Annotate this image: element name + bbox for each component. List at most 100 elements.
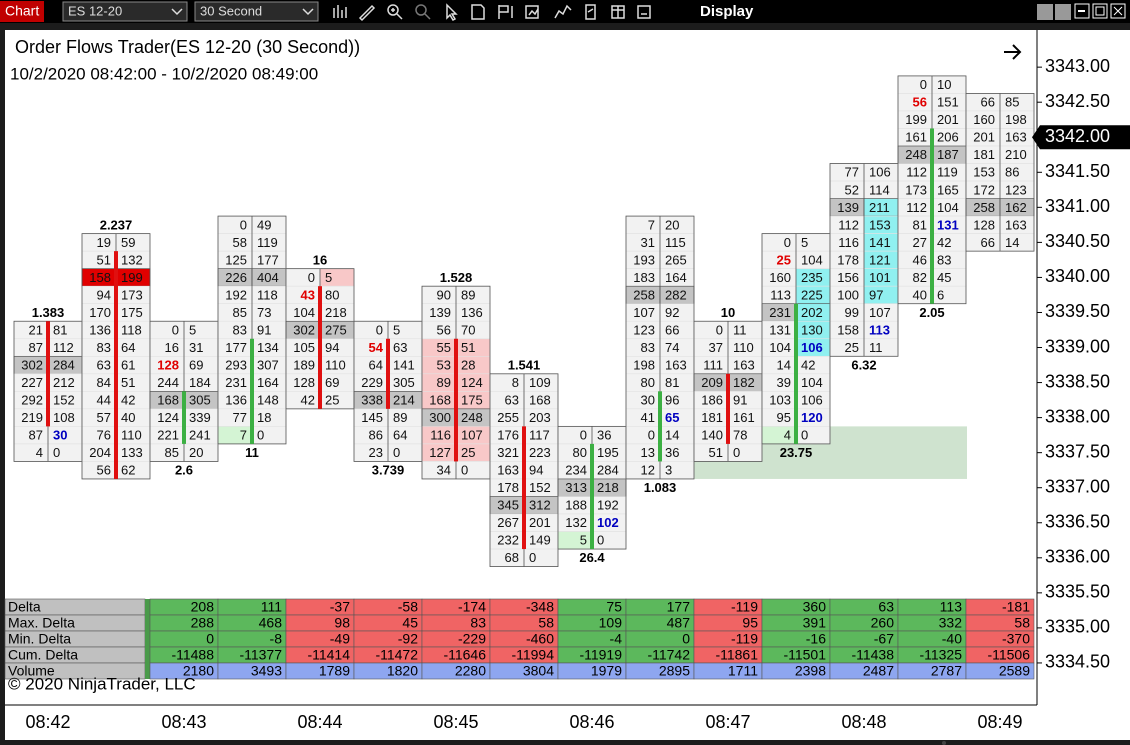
table-value: 98	[334, 615, 350, 631]
bid-volume: 55	[437, 340, 451, 355]
window-buttons[interactable]	[1037, 3, 1126, 20]
bar-ratio: 11	[245, 445, 259, 460]
stats-table: Delta 208 111 -37 -58 -174 -348 75 177 -119 360 63 1…	[4, 598, 1035, 680]
bid-volume: 87	[29, 340, 43, 355]
bid-volume: 204	[89, 445, 111, 460]
bid-volume: 85	[233, 305, 247, 320]
x-tick-label: 08:48	[841, 712, 886, 732]
table-value: -348	[526, 599, 554, 615]
chart-tab[interactable]	[0, 1, 44, 22]
ask-volume: 96	[665, 393, 679, 408]
bid-volume: 168	[157, 393, 179, 408]
bid-volume: 255	[497, 410, 519, 425]
ask-volume: 64	[393, 428, 407, 443]
y-tick-label: 3334.50	[1045, 652, 1110, 672]
ask-volume: 66	[665, 322, 679, 337]
table-value: -49	[330, 631, 350, 647]
bid-volume: 221	[157, 428, 179, 443]
bid-volume: 112	[838, 217, 859, 232]
bid-volume: 153	[973, 165, 995, 180]
ask-volume: 214	[393, 393, 415, 408]
bid-volume: 0	[240, 217, 247, 232]
y-tick-label: 3338.50	[1045, 371, 1110, 391]
ask-volume: 119	[257, 235, 278, 250]
chart-tab-label[interactable]: Chart	[5, 3, 39, 19]
bid-volume: 23	[369, 445, 383, 460]
bid-volume: 113	[770, 287, 791, 302]
ask-volume: 42	[801, 357, 815, 372]
bid-volume: 232	[497, 533, 519, 548]
bid-volume: 127	[429, 445, 451, 460]
resize-grip	[942, 741, 946, 745]
y-tick-label: 3342.50	[1045, 91, 1110, 111]
ask-volume: 89	[393, 410, 407, 425]
instrument-label[interactable]: ES 12-20	[68, 3, 122, 18]
bid-volume: 94	[97, 287, 111, 302]
scroll-arrow[interactable]	[1004, 44, 1022, 60]
display-menu[interactable]: Display	[700, 3, 754, 20]
bid-volume: 80	[641, 375, 655, 390]
bid-volume: 158	[89, 270, 111, 285]
table-value: -40	[942, 631, 962, 647]
interval-label[interactable]: 30 Second	[200, 3, 262, 18]
table-value: 58	[1014, 615, 1030, 631]
x-tick-label: 08:42	[25, 712, 70, 732]
ask-volume: 6	[937, 287, 944, 302]
ask-volume: 149	[529, 533, 551, 548]
bid-volume: 58	[233, 235, 247, 250]
bid-volume: 123	[633, 322, 655, 337]
bid-volume: 161	[905, 130, 927, 145]
bid-volume: 302	[293, 322, 315, 337]
ask-volume: 115	[665, 235, 686, 250]
bar-ratio: 23.75	[780, 445, 813, 460]
candle-body	[182, 391, 186, 444]
y-tick-label: 3343.00	[1045, 56, 1110, 76]
bar-ratio: 1.083	[644, 480, 677, 495]
table-value: -460	[526, 631, 554, 647]
table-value: 391	[803, 615, 827, 631]
table-value: -229	[458, 631, 486, 647]
bid-volume: 131	[769, 322, 791, 337]
ask-volume: 20	[665, 217, 679, 232]
ask-volume: 265	[665, 252, 687, 267]
ask-volume: 282	[665, 287, 687, 302]
bid-volume: 181	[973, 147, 995, 162]
table-value: -119	[731, 599, 758, 615]
bid-volume: 83	[233, 322, 247, 337]
ask-volume: 117	[529, 428, 550, 443]
y-tick-label: 3341.50	[1045, 161, 1110, 181]
ask-volume: 173	[121, 287, 143, 302]
row-gap	[145, 599, 150, 615]
ask-volume: 3	[665, 463, 672, 478]
table-value: -119	[731, 631, 758, 647]
bar-ratio: 1.383	[32, 305, 65, 320]
ask-volume: 182	[733, 375, 755, 390]
bid-volume: 0	[716, 322, 723, 337]
ask-volume: 94	[325, 340, 339, 355]
table-value: -370	[1002, 631, 1030, 647]
toolbar-icons[interactable]	[333, 3, 651, 22]
ask-volume: 235	[801, 270, 823, 285]
instrument-select[interactable]	[62, 1, 188, 22]
ask-volume: 112	[53, 340, 74, 355]
ask-volume: 80	[325, 287, 339, 302]
ask-volume: 65	[665, 410, 679, 425]
table-value: 113	[940, 599, 963, 615]
bid-volume: 81	[913, 217, 927, 232]
bid-volume: 186	[701, 393, 723, 408]
bid-volume: 128	[973, 217, 995, 232]
y-tick-label: 3340.50	[1045, 231, 1110, 251]
table-value: 468	[259, 615, 283, 631]
interval-select[interactable]	[194, 1, 319, 22]
bar-ratio: 6.32	[851, 357, 876, 372]
ask-volume: 30	[53, 428, 67, 443]
bid-volume: 63	[97, 357, 111, 372]
ask-volume: 275	[325, 322, 347, 337]
row-gap	[145, 663, 150, 679]
ask-volume: 18	[257, 410, 271, 425]
y-tick-label: 3338.00	[1045, 406, 1110, 426]
y-tick-label: 3341.00	[1045, 196, 1110, 216]
ask-volume: 198	[1005, 112, 1027, 127]
bid-volume: 42	[301, 393, 315, 408]
ask-volume: 106	[869, 165, 891, 180]
